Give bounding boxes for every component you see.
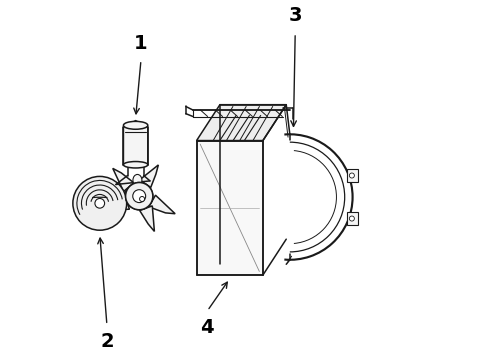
FancyBboxPatch shape bbox=[347, 212, 358, 225]
Circle shape bbox=[349, 173, 354, 178]
Circle shape bbox=[95, 198, 104, 208]
Circle shape bbox=[137, 194, 141, 198]
Ellipse shape bbox=[133, 175, 142, 186]
Text: 1: 1 bbox=[134, 34, 148, 53]
FancyBboxPatch shape bbox=[347, 169, 358, 182]
Text: 3: 3 bbox=[289, 5, 302, 24]
Circle shape bbox=[140, 197, 145, 202]
Polygon shape bbox=[113, 168, 134, 192]
Circle shape bbox=[125, 183, 153, 210]
Circle shape bbox=[73, 176, 126, 230]
Polygon shape bbox=[140, 206, 154, 231]
Polygon shape bbox=[196, 140, 263, 275]
Polygon shape bbox=[123, 121, 148, 165]
Polygon shape bbox=[140, 165, 158, 188]
Circle shape bbox=[125, 183, 153, 210]
Circle shape bbox=[133, 190, 146, 203]
Circle shape bbox=[133, 190, 146, 203]
Circle shape bbox=[349, 216, 354, 221]
Polygon shape bbox=[196, 105, 286, 140]
Text: 4: 4 bbox=[200, 318, 214, 337]
Polygon shape bbox=[107, 197, 129, 210]
Ellipse shape bbox=[123, 162, 148, 168]
Polygon shape bbox=[149, 195, 175, 214]
Ellipse shape bbox=[123, 121, 148, 129]
Text: 2: 2 bbox=[100, 332, 114, 351]
